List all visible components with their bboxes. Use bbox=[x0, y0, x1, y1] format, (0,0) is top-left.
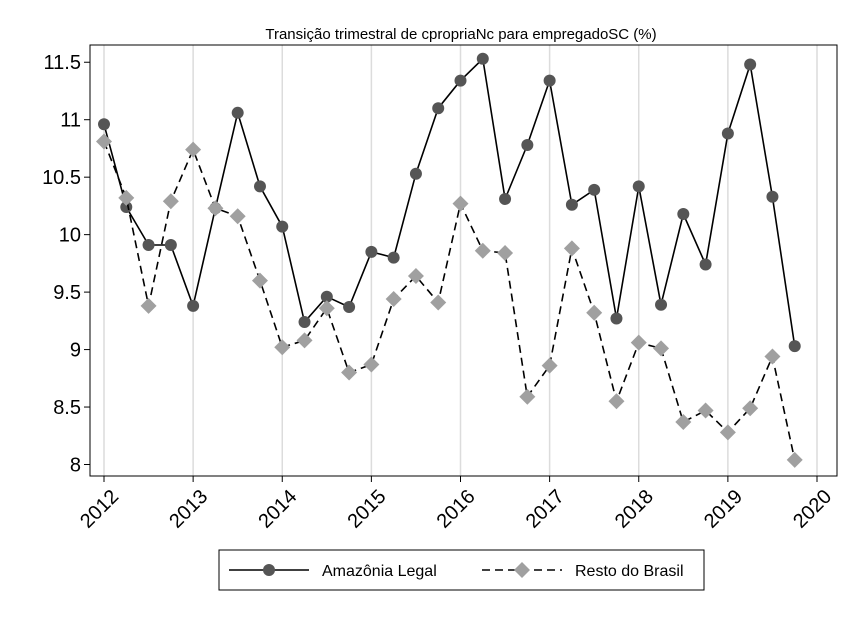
data-point bbox=[387, 251, 400, 264]
data-point bbox=[452, 195, 469, 212]
data-point bbox=[744, 58, 757, 71]
data-point bbox=[675, 413, 692, 430]
y-tick-label: 11.5 bbox=[44, 52, 81, 74]
x-tick-label: 2018 bbox=[611, 486, 658, 533]
data-point bbox=[140, 297, 157, 314]
axes: 8 8.5 9 9.5 10 10.5 11 11.5 2012 2013 2014 2015 2016… bbox=[42, 44, 838, 533]
data-point bbox=[365, 245, 378, 258]
data-point bbox=[610, 312, 623, 325]
x-tick-label: 2020 bbox=[789, 486, 836, 533]
data-point bbox=[274, 339, 291, 356]
x-tick-label: 2012 bbox=[76, 486, 123, 533]
data-point bbox=[632, 180, 645, 193]
data-point bbox=[185, 141, 202, 158]
y-tick-label: 10 bbox=[59, 225, 81, 247]
y-tick-label: 10.5 bbox=[42, 167, 81, 189]
data-point bbox=[764, 348, 781, 365]
data-point bbox=[251, 272, 268, 289]
series-line bbox=[103, 141, 796, 461]
data-point bbox=[162, 193, 179, 210]
y-tick-label: 9.5 bbox=[53, 282, 81, 304]
x-tick-label: 2013 bbox=[165, 486, 212, 533]
data-point bbox=[541, 357, 558, 374]
legend-label: Resto do Brasil bbox=[575, 563, 684, 580]
data-point bbox=[565, 198, 578, 211]
data-point bbox=[655, 298, 668, 311]
data-point bbox=[608, 393, 625, 410]
series-line bbox=[103, 57, 796, 347]
data-point bbox=[499, 193, 512, 206]
data-point bbox=[118, 189, 135, 206]
data-point bbox=[231, 106, 244, 119]
legend-label: Amazônia Legal bbox=[322, 563, 437, 580]
grid-lines bbox=[103, 45, 818, 476]
data-point bbox=[98, 118, 110, 131]
data-point bbox=[276, 220, 289, 233]
data-point bbox=[653, 340, 670, 357]
data-point bbox=[142, 238, 155, 251]
y-tick-label: 8 bbox=[70, 455, 81, 477]
data-point bbox=[521, 138, 534, 151]
data-point bbox=[697, 402, 714, 419]
data-point bbox=[96, 133, 112, 150]
data-point bbox=[385, 291, 402, 308]
x-tick-label: 2016 bbox=[433, 486, 480, 533]
data-point bbox=[719, 424, 736, 441]
data-point bbox=[519, 388, 536, 405]
legend: Amazônia Legal Resto do Brasil bbox=[218, 549, 705, 591]
series-amazonia-legal bbox=[98, 52, 801, 353]
data-point bbox=[363, 356, 380, 373]
data-point bbox=[164, 238, 177, 251]
legend-marker bbox=[263, 564, 275, 576]
data-point bbox=[742, 400, 759, 417]
data-point bbox=[497, 245, 514, 262]
data-point bbox=[476, 52, 489, 65]
data-point bbox=[788, 340, 801, 353]
data-point bbox=[409, 167, 422, 180]
series-resto-do-brasil bbox=[96, 133, 803, 468]
data-point bbox=[677, 207, 690, 220]
data-point bbox=[630, 334, 647, 351]
x-tick-label: 2017 bbox=[522, 486, 569, 533]
data-point bbox=[318, 300, 335, 317]
data-point bbox=[454, 74, 467, 87]
data-point bbox=[588, 183, 601, 196]
data-point bbox=[296, 332, 313, 349]
y-tick-label: 9 bbox=[70, 340, 81, 362]
chart-title: Transição trimestral de cpropriaNc para … bbox=[265, 26, 656, 43]
legend-marker bbox=[514, 562, 530, 578]
data-point bbox=[120, 201, 133, 214]
y-tick-label: 11 bbox=[60, 110, 81, 132]
data-point bbox=[407, 268, 424, 285]
data-point bbox=[474, 242, 491, 259]
data-point bbox=[699, 258, 712, 271]
data-point bbox=[543, 74, 556, 87]
data-point bbox=[432, 102, 445, 115]
data-point bbox=[563, 240, 580, 257]
data-point bbox=[766, 190, 779, 203]
y-tick-label: 8.5 bbox=[53, 397, 81, 419]
series-layer bbox=[96, 52, 803, 468]
data-point bbox=[786, 451, 803, 468]
data-point bbox=[320, 290, 333, 303]
data-point bbox=[430, 294, 447, 311]
x-tick-label: 2014 bbox=[254, 486, 301, 533]
data-point bbox=[298, 315, 311, 328]
data-point bbox=[586, 304, 603, 321]
data-point bbox=[187, 299, 200, 312]
x-tick-label: 2015 bbox=[344, 486, 391, 533]
x-tick-label: 2019 bbox=[700, 486, 747, 533]
data-point bbox=[343, 301, 356, 314]
data-point bbox=[721, 127, 734, 140]
plot-frame bbox=[89, 44, 838, 477]
data-point bbox=[207, 200, 224, 217]
data-point bbox=[341, 364, 358, 381]
data-point bbox=[253, 180, 266, 193]
data-point bbox=[229, 208, 246, 225]
